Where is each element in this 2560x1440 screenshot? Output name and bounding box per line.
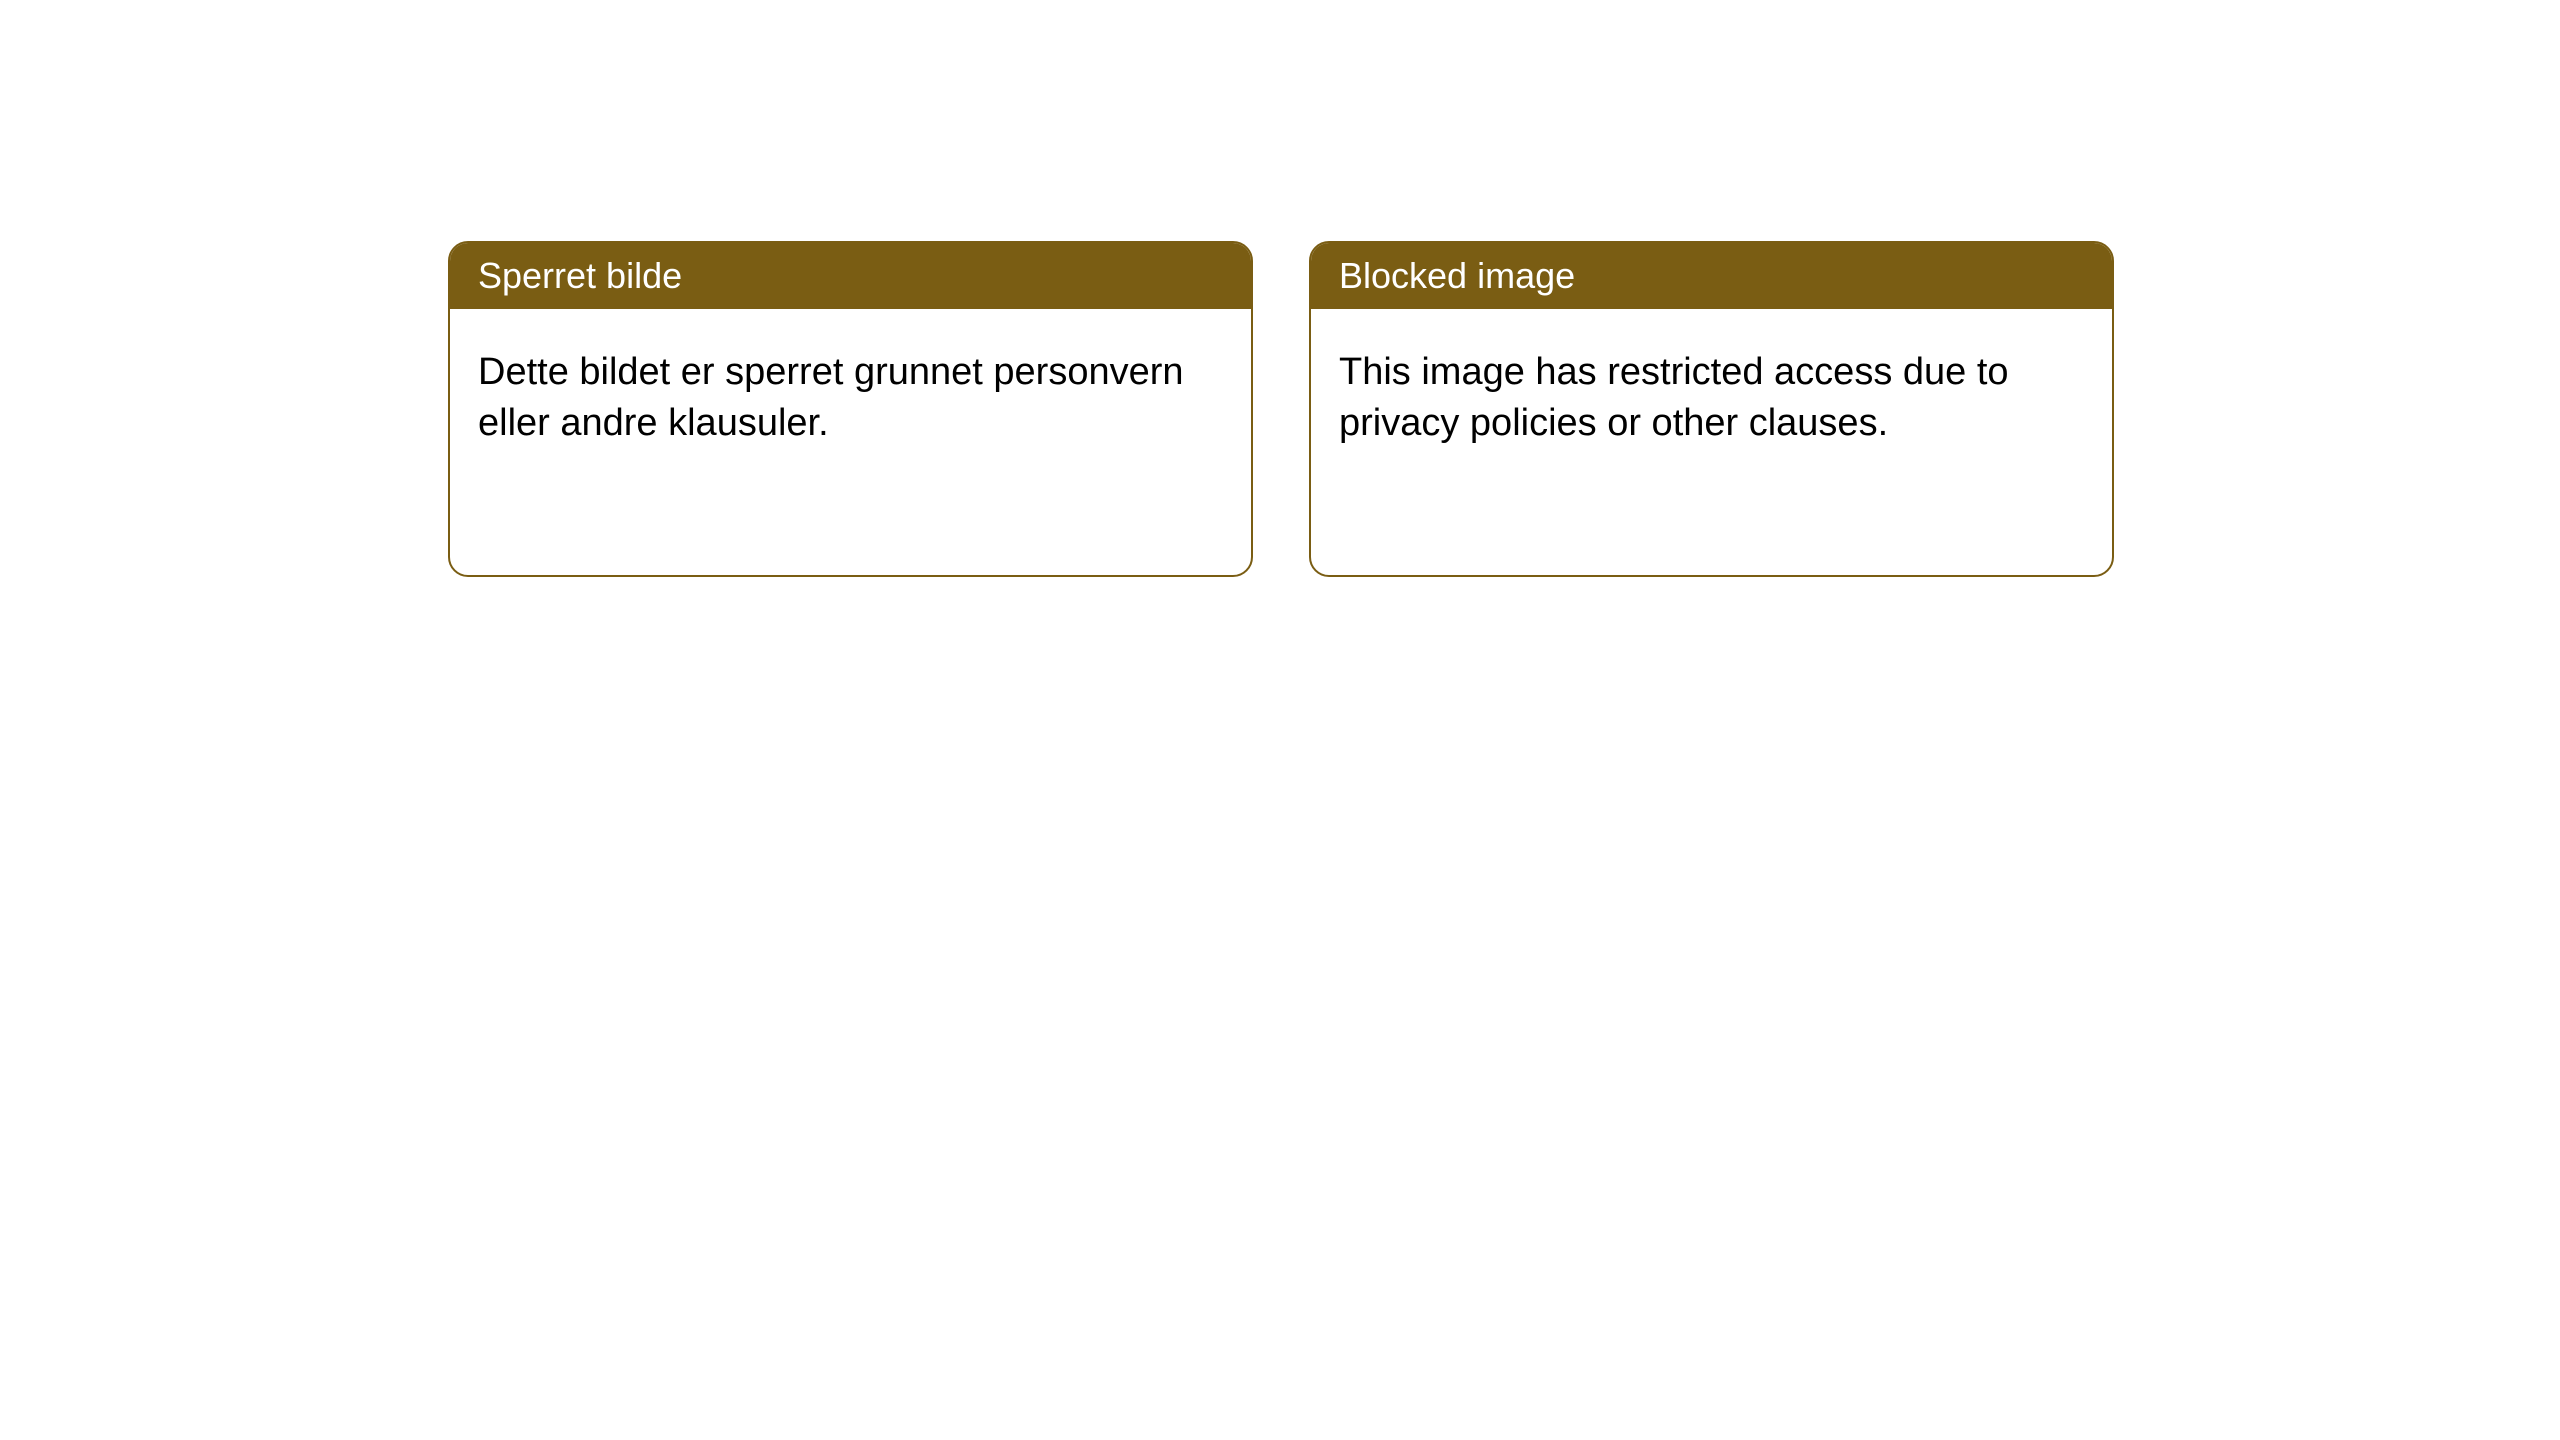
notice-box-norwegian: Sperret bilde Dette bildet er sperret gr…	[448, 241, 1253, 577]
notice-title: Blocked image	[1311, 243, 2112, 309]
notice-box-english: Blocked image This image has restricted …	[1309, 241, 2114, 577]
notice-body: This image has restricted access due to …	[1311, 309, 2112, 488]
notice-body: Dette bildet er sperret grunnet personve…	[450, 309, 1251, 488]
notice-container: Sperret bilde Dette bildet er sperret gr…	[0, 0, 2560, 577]
notice-title: Sperret bilde	[450, 243, 1251, 309]
